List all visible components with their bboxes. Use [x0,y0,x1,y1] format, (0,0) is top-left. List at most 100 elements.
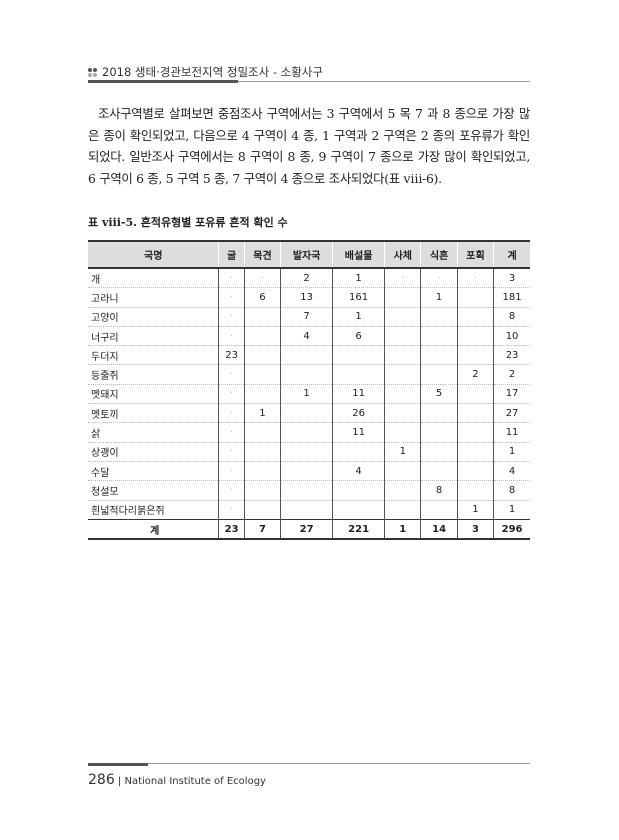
page-number: 286 [88,772,115,788]
count-cell [280,461,333,482]
species-name-cell: 멧토끼 [88,403,219,424]
count-cell [420,422,458,443]
count-cell [456,307,494,327]
count-cell: 1 [332,307,385,327]
count-cell: 2 [280,268,333,289]
count-cell: 23 [493,345,530,366]
count-cell [420,461,458,482]
species-name-cell: 상괭이 [88,442,219,462]
table-row: 멧돼지 · 1 11 5 17 [88,384,530,405]
column-header: 국명 [88,240,219,269]
count-cell: · [218,287,245,308]
count-cell: 1 [332,268,385,289]
count-cell: · [218,326,245,347]
count-cell [384,480,421,501]
count-cell [384,345,421,366]
count-cell [243,442,281,462]
footer-org: National Institute of Ecology [124,776,266,787]
count-cell [332,364,385,385]
total-cell: 23 [218,518,245,541]
count-cell [243,422,281,443]
count-cell [332,345,385,366]
count-cell: 11 [332,384,385,405]
count-cell: 8 [493,307,530,327]
count-cell: · [218,364,245,385]
count-cell: 1 [493,442,530,462]
species-name-cell: 등줄쥐 [88,364,219,385]
count-cell: · [218,403,245,424]
count-cell: 10 [493,326,530,347]
total-cell: 계 [88,518,219,541]
table-row: 수달 · 4 4 [88,461,530,482]
count-cell: 4 [332,461,385,482]
column-header: 사체 [384,240,421,269]
count-cell [456,287,494,308]
count-cell [280,442,333,462]
total-row: 계 23 7 27 221 1 14 3 296 [88,518,530,541]
column-header: 식흔 [420,240,458,269]
count-cell [384,307,421,327]
count-cell: 8 [493,480,530,501]
header-rule [88,80,238,83]
count-cell [456,480,494,501]
count-cell [456,461,494,482]
count-cell: 6 [332,326,385,347]
column-header: 목견 [243,240,281,269]
table-row: 등줄쥐 · 2 2 [88,364,530,385]
column-header: 포획 [456,240,494,269]
species-name-cell: 청설모 [88,480,219,501]
footer-rule [88,763,530,764]
count-cell: 4 [280,326,333,347]
count-cell [420,364,458,385]
count-cell: 1 [420,287,458,308]
count-cell: · [243,268,281,289]
data-table: 국명 굴 목견 발자국 배설물 사체 식흔 포획 계 개 · · 2 1 · · · 3 고라니 · 6 13 161 1 1… [88,240,530,541]
species-name-cell: 흰넓적다리붉은쥐 [88,500,219,520]
count-cell: 1 [493,500,530,520]
table-row: 흰넓적다리붉은쥐 · 1 1 [88,500,530,520]
count-cell [384,461,421,482]
species-name-cell: 멧돼지 [88,384,219,405]
species-name-cell: 개 [88,268,219,289]
count-cell: 2 [456,364,494,385]
count-cell: 1 [280,384,333,405]
count-cell: 1 [243,403,281,424]
count-cell: 11 [332,422,385,443]
count-cell [332,480,385,501]
count-cell [384,364,421,385]
count-cell: 2 [493,364,530,385]
count-cell: 3 [493,268,530,289]
table-row: 너구리 · 4 6 10 [88,326,530,347]
count-cell: · [218,422,245,443]
count-cell: · [218,384,245,405]
count-cell [384,384,421,405]
column-header: 굴 [218,240,245,269]
count-cell [243,500,281,520]
count-cell: 6 [243,287,281,308]
footer-rule-thick [88,763,148,766]
count-cell [420,500,458,520]
footer-separator: | [117,776,122,787]
count-cell: 27 [493,403,530,424]
count-cell [420,345,458,366]
count-cell [332,500,385,520]
count-cell [243,461,281,482]
table-row: 고양이 · 7 1 8 [88,307,530,327]
count-cell [420,403,458,424]
count-cell: · [456,268,494,289]
total-cell: 14 [420,518,458,541]
count-cell: 23 [218,345,245,366]
column-header: 발자국 [280,240,333,269]
species-name-cell: 두더지 [88,345,219,366]
species-name-cell: 삵 [88,422,219,443]
count-cell: 1 [384,442,421,462]
total-cell: 3 [456,518,494,541]
running-header: 2018 생태·경관보전지역 정밀조사 - 소황사구 [88,64,323,80]
total-cell: 7 [243,518,281,541]
count-cell: 26 [332,403,385,424]
table-row: 멧토끼 · 1 26 27 [88,403,530,424]
count-cell [456,326,494,347]
species-name-cell: 고양이 [88,307,219,327]
count-cell [384,326,421,347]
